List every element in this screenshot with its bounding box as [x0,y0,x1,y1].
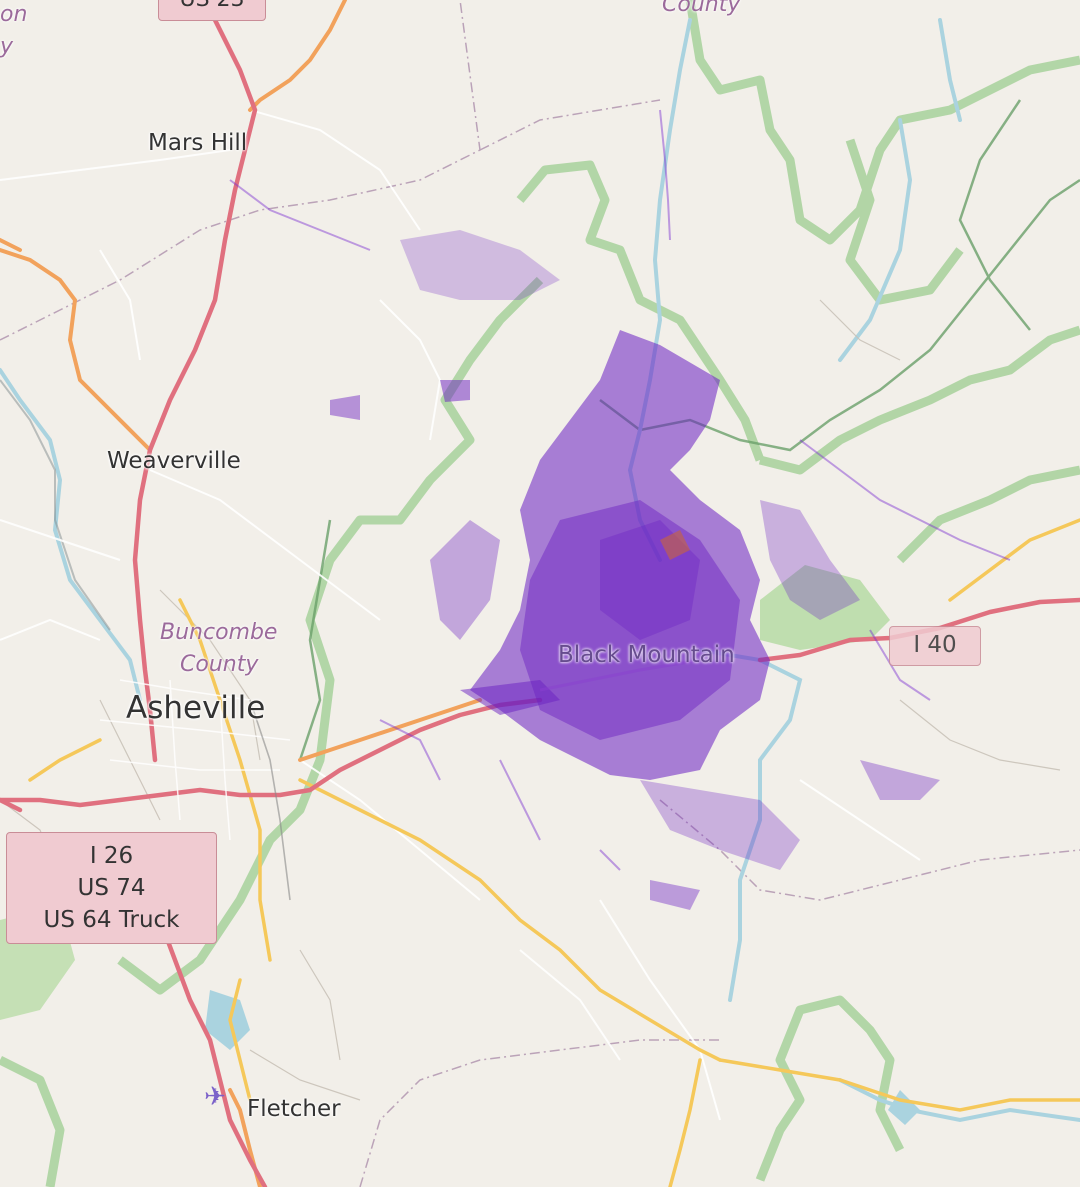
county-label-top: County [662,0,741,17]
county-label-buncombe: Buncombe [160,620,278,645]
shield-line-2: US 74 [77,875,146,901]
shield-line-1: I 26 [89,843,134,869]
place-label-black-mountain: Black Mountain [558,642,735,668]
shield-interchange: I 26 US 74 US 64 Truck [6,832,217,944]
place-label-fletcher: Fletcher [247,1096,341,1122]
shield-us-23: US 23 [158,0,266,21]
airport-icon[interactable]: ✈ [204,1082,226,1112]
shield-line-3: US 64 Truck [43,907,180,933]
county-label-buncombe-2: County [180,652,259,677]
county-label-left-2: y [0,34,14,59]
shield-i-40: I 40 [889,626,981,666]
place-label-weaverville: Weaverville [107,448,241,474]
place-label-mars-hill: Mars Hill [148,130,248,156]
coverage-overlay [330,230,940,910]
shield-us-23-label: US 23 [159,0,265,15]
place-label-asheville: Asheville [126,690,266,726]
shield-i-40-label: I 40 [913,632,957,658]
county-label-left-1: on [0,2,28,27]
